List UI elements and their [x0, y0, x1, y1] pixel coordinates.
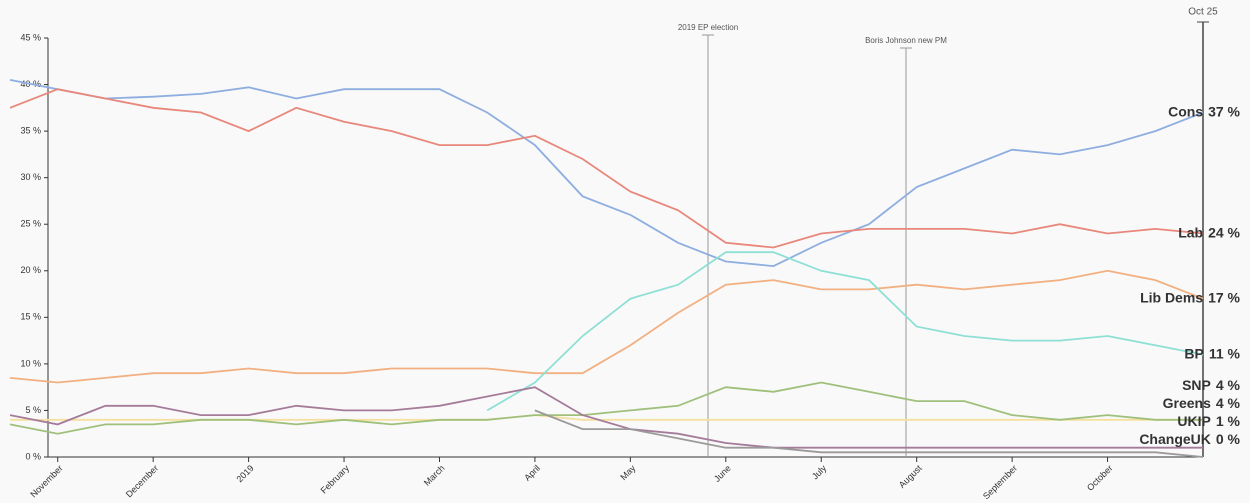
series-name: Lab: [1178, 224, 1203, 240]
value-label: 37 %: [1208, 103, 1240, 119]
x-tick-label: September: [981, 463, 1019, 501]
y-tick-label: 30 %: [20, 172, 41, 182]
series-name: BP: [1184, 345, 1203, 361]
value-label: 4 %: [1216, 377, 1241, 393]
end-label: Cons 37 %: [1168, 103, 1240, 119]
series-name: Cons: [1168, 103, 1203, 119]
value-label: 17 %: [1208, 289, 1240, 305]
value-label: 0 %: [1216, 431, 1241, 447]
series-line: [9, 386, 1203, 449]
end-label: Greens 4 %: [1163, 395, 1241, 411]
series-name: UKIP: [1177, 413, 1210, 429]
value-label: 11 %: [1209, 345, 1241, 361]
y-tick-label: 20 %: [20, 265, 41, 275]
series-name: ChangeUK: [1139, 431, 1211, 447]
value-label: 4 %: [1216, 395, 1241, 411]
x-tick-label: 2019: [234, 463, 255, 484]
series-line: [9, 88, 1204, 249]
y-tick-label: 35 %: [20, 125, 41, 135]
value-label: 24 %: [1208, 224, 1240, 240]
end-label: Lib Dems 17 %: [1140, 289, 1240, 305]
x-tick-label: July: [810, 463, 829, 482]
series-line: [9, 381, 1203, 435]
x-tick-label: October: [1085, 463, 1115, 493]
end-label: ChangeUK 0 %: [1139, 431, 1240, 447]
x-tick-label: December: [124, 463, 160, 499]
x-tick-label: March: [422, 463, 447, 488]
end-label: SNP 4 %: [1182, 377, 1240, 393]
y-tick-label: 45 %: [20, 32, 41, 42]
end-label: BP 11 %: [1184, 345, 1240, 361]
x-tick-label: May: [618, 463, 637, 482]
series-line: [9, 79, 1204, 268]
y-tick-label: 15 %: [20, 312, 41, 322]
value-label: 1 %: [1216, 413, 1241, 429]
x-tick-label: August: [897, 463, 924, 490]
x-tick-label: February: [319, 463, 352, 496]
series-name: Lib Dems: [1140, 289, 1203, 305]
series-line: [534, 409, 1204, 458]
annotation: Oct 25: [1188, 7, 1218, 18]
annotation: 2019 EP election: [678, 23, 738, 32]
annotation: Boris Johnson new PM: [865, 36, 947, 45]
series-line: [486, 251, 1204, 412]
series-line: [9, 269, 1204, 384]
end-label: UKIP 1 %: [1177, 413, 1240, 429]
y-tick-label: 10 %: [20, 358, 41, 368]
y-tick-label: 0 %: [25, 451, 41, 461]
series-name: SNP: [1182, 377, 1211, 393]
series-name: Greens: [1163, 395, 1211, 411]
y-tick-label: 25 %: [20, 219, 41, 229]
y-tick-label: 5 %: [25, 405, 41, 415]
x-tick-label: June: [712, 463, 733, 484]
x-tick-label: November: [28, 463, 64, 499]
x-tick-label: April: [522, 463, 542, 483]
end-label: Lab 24 %: [1178, 224, 1240, 240]
